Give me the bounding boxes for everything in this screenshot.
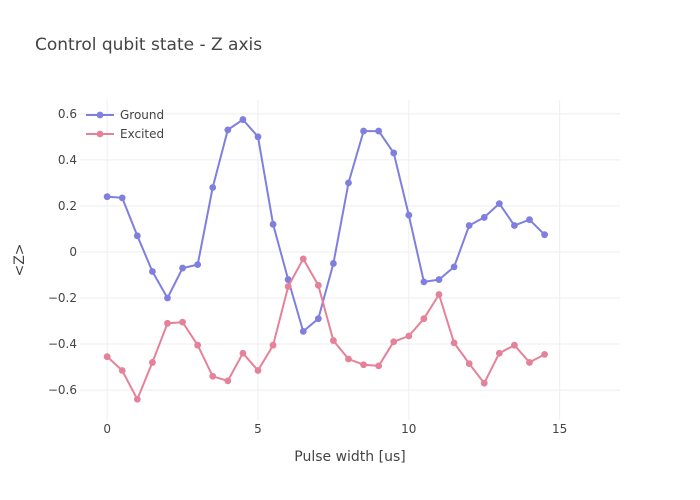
legend-label: Excited [120, 127, 164, 141]
data-point [360, 361, 367, 369]
data-point [465, 360, 473, 367]
data-point [511, 341, 518, 349]
x-tick-label-3: 15 [552, 422, 567, 436]
series-layer [103, 116, 548, 403]
data-point [179, 264, 186, 272]
data-point [118, 367, 126, 374]
data-point [133, 232, 141, 240]
legend-item-ground[interactable]: Ground [86, 108, 164, 122]
data-point [330, 260, 337, 267]
y-tick-label-5: 0.4 [58, 153, 77, 167]
data-point [299, 255, 307, 263]
data-point [480, 379, 488, 387]
legend-swatch-marker [96, 130, 104, 138]
data-point [375, 362, 383, 370]
data-point [495, 349, 503, 357]
data-point [405, 332, 413, 340]
x-tick-label-2: 10 [401, 422, 416, 436]
data-point [103, 193, 111, 201]
data-point [450, 339, 458, 347]
data-point [149, 359, 156, 366]
data-point [284, 283, 292, 290]
data-point [495, 200, 503, 207]
data-point [209, 184, 217, 191]
data-point [390, 149, 398, 157]
data-point [541, 231, 548, 239]
y-tick-label-6: 0.6 [58, 107, 77, 121]
data-point [420, 278, 428, 286]
data-point [420, 315, 428, 323]
data-point [405, 211, 413, 219]
legend[interactable]: Ground Excited [86, 108, 164, 141]
data-point [299, 327, 307, 335]
chart-title: Control qubit state - Z axis [35, 35, 262, 55]
y-tick-label-0: −0.6 [48, 383, 77, 397]
data-point [390, 338, 398, 346]
data-point [164, 294, 171, 302]
data-point [224, 377, 232, 385]
data-point [224, 126, 232, 134]
data-point [164, 319, 171, 327]
data-point [345, 355, 352, 363]
data-point [435, 291, 443, 298]
data-point [179, 318, 186, 326]
data-point [284, 276, 292, 283]
data-point [541, 350, 548, 358]
x-tick-label-0: 0 [103, 422, 111, 436]
data-point [314, 315, 322, 323]
series-line-excited [106, 257, 546, 401]
data-point [330, 337, 337, 344]
x-axis-label: Pulse width [us] [294, 449, 405, 465]
data-point [209, 372, 217, 380]
data-point [435, 276, 443, 283]
data-point [194, 341, 202, 349]
y-tick-label-4: 0.2 [58, 199, 77, 213]
data-point [450, 263, 458, 271]
y-axis-label: <Z> [12, 243, 28, 276]
data-point [254, 133, 262, 141]
data-point [194, 261, 202, 269]
data-point [314, 281, 322, 289]
data-point [511, 222, 518, 229]
data-point [269, 220, 277, 228]
data-point [133, 395, 141, 403]
data-point [526, 359, 533, 366]
data-point [526, 216, 533, 224]
y-tick-label-3: 0 [69, 245, 77, 259]
y-tick-label-2: −0.2 [48, 291, 77, 305]
legend-label: Ground [120, 108, 164, 122]
series-excited [103, 255, 548, 403]
data-point [345, 179, 352, 187]
gridlines [80, 100, 620, 420]
data-point [239, 116, 247, 123]
series-ground [103, 116, 548, 335]
data-point [360, 127, 367, 135]
data-point [375, 127, 383, 135]
data-point [480, 214, 488, 221]
data-point [118, 194, 126, 202]
x-axis-ticks: 0 5 10 15 [103, 422, 567, 436]
legend-item-excited[interactable]: Excited [86, 127, 164, 141]
data-point [254, 367, 262, 374]
data-point [103, 353, 111, 361]
data-point [465, 222, 473, 229]
data-point [239, 349, 247, 357]
data-point [269, 341, 277, 349]
series-line-ground [107, 118, 546, 333]
y-axis-ticks: −0.6 −0.4 −0.2 0 0.2 0.4 0.6 [48, 107, 77, 397]
data-point [149, 268, 156, 275]
y-tick-label-1: −0.4 [48, 337, 77, 351]
legend-swatch-marker [96, 111, 104, 119]
x-tick-label-1: 5 [254, 422, 262, 436]
